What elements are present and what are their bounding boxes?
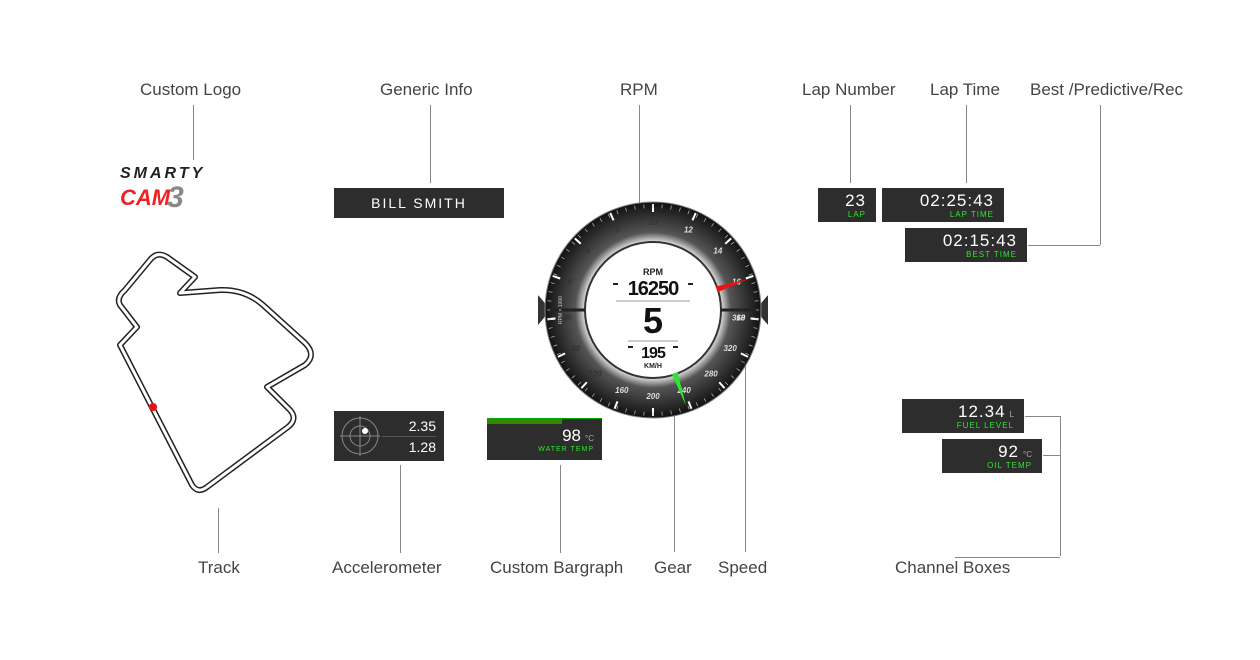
- best-time-value: 02:15:43: [943, 231, 1017, 251]
- track-position-marker: [149, 403, 157, 411]
- svg-text:8: 8: [615, 225, 620, 234]
- generic-info-box: BILL SMITH: [334, 188, 504, 218]
- lap-number-value: 23: [845, 191, 866, 211]
- lap-time-label: LAP TIME: [950, 210, 994, 219]
- connector: [966, 105, 967, 183]
- connector: [430, 105, 431, 183]
- oil-value: 92: [998, 442, 1019, 462]
- gauge-rpm-value: 16250: [628, 278, 679, 300]
- svg-text:4: 4: [566, 278, 572, 287]
- fuel-unit: L: [1010, 410, 1014, 419]
- connector: [1043, 455, 1060, 456]
- svg-text:320: 320: [723, 344, 737, 353]
- connector: [1028, 245, 1100, 246]
- label-accelerometer: Accelerometer: [332, 558, 442, 578]
- fuel-label: FUEL LEVEL: [957, 421, 1014, 430]
- bargraph-value: 98: [562, 426, 581, 446]
- connector: [1060, 416, 1061, 556]
- lap-number-box: 23 LAP: [818, 188, 876, 222]
- gauge-rpm-label: RPM: [643, 267, 663, 277]
- label-channel-boxes: Channel Boxes: [895, 558, 1010, 578]
- label-rpm: RPM: [620, 80, 658, 100]
- connector: [1100, 105, 1101, 245]
- label-lap-number: Lap Number: [802, 80, 896, 100]
- label-custom-logo: Custom Logo: [140, 80, 241, 100]
- svg-text:200: 200: [645, 392, 660, 401]
- label-gear: Gear: [654, 558, 692, 578]
- svg-text:14: 14: [713, 247, 722, 256]
- fuel-value: 12.34: [958, 402, 1006, 422]
- accelerometer-box: 2.35 1.28: [334, 411, 444, 461]
- custom-logo: SMARTY CAM 3: [120, 165, 205, 217]
- lap-time-value: 02:25:43: [920, 191, 994, 211]
- svg-text:80: 80: [571, 344, 580, 353]
- track-map: [95, 235, 325, 505]
- label-custom-bargraph: Custom Bargraph: [490, 558, 623, 578]
- oil-unit: °C: [1023, 450, 1032, 459]
- gauge-speed-unit: KM/H: [644, 363, 662, 370]
- bargraph-label: WATER TEMP: [538, 446, 594, 453]
- svg-text:6: 6: [586, 247, 591, 256]
- svg-text:12: 12: [684, 225, 693, 234]
- oil-temp-box: 92 °C OIL TEMP: [942, 439, 1042, 473]
- gauge-gear: 5: [643, 300, 663, 341]
- connector: [193, 105, 194, 160]
- oil-label: OIL TEMP: [987, 461, 1032, 470]
- label-generic-info: Generic Info: [380, 80, 473, 100]
- svg-text:10: 10: [649, 218, 658, 227]
- logo-line1: SMARTY: [120, 165, 205, 183]
- label-best: Best /Predictive/Rec: [1030, 80, 1183, 100]
- label-speed: Speed: [718, 558, 767, 578]
- svg-text:160: 160: [615, 386, 629, 395]
- best-time-label: BEST TIME: [966, 250, 1017, 259]
- accel-y: 1.28: [382, 437, 436, 457]
- connector: [1025, 416, 1060, 417]
- fuel-level-box: 12.34 L FUEL LEVEL: [902, 399, 1024, 433]
- connector: [400, 465, 401, 553]
- connector: [560, 465, 561, 553]
- connector: [955, 557, 1060, 558]
- accel-x: 2.35: [382, 416, 436, 437]
- logo-suffix: 3: [167, 181, 184, 215]
- generic-info-value: BILL SMITH: [371, 195, 467, 211]
- logo-line2: CAM: [120, 185, 170, 211]
- label-lap-time: Lap Time: [930, 80, 1000, 100]
- lap-number-label: LAP: [848, 210, 866, 219]
- gauge-speed: 195: [641, 345, 666, 362]
- crosshair-icon: [338, 414, 382, 458]
- best-time-box: 02:15:43 BEST TIME: [905, 228, 1027, 262]
- svg-text:280: 280: [703, 369, 718, 378]
- svg-text:360: 360: [732, 313, 746, 322]
- svg-text:120: 120: [588, 369, 602, 378]
- gauge-rpm-scale-label: RPM × 1000: [558, 296, 564, 324]
- connector: [850, 105, 851, 183]
- gauge: 246810121416184080120160200240280320360 …: [538, 195, 768, 425]
- label-track: Track: [198, 558, 240, 578]
- bargraph-unit: °C: [585, 434, 594, 443]
- connector: [218, 508, 219, 553]
- lap-time-box: 02:25:43 LAP TIME: [882, 188, 1004, 222]
